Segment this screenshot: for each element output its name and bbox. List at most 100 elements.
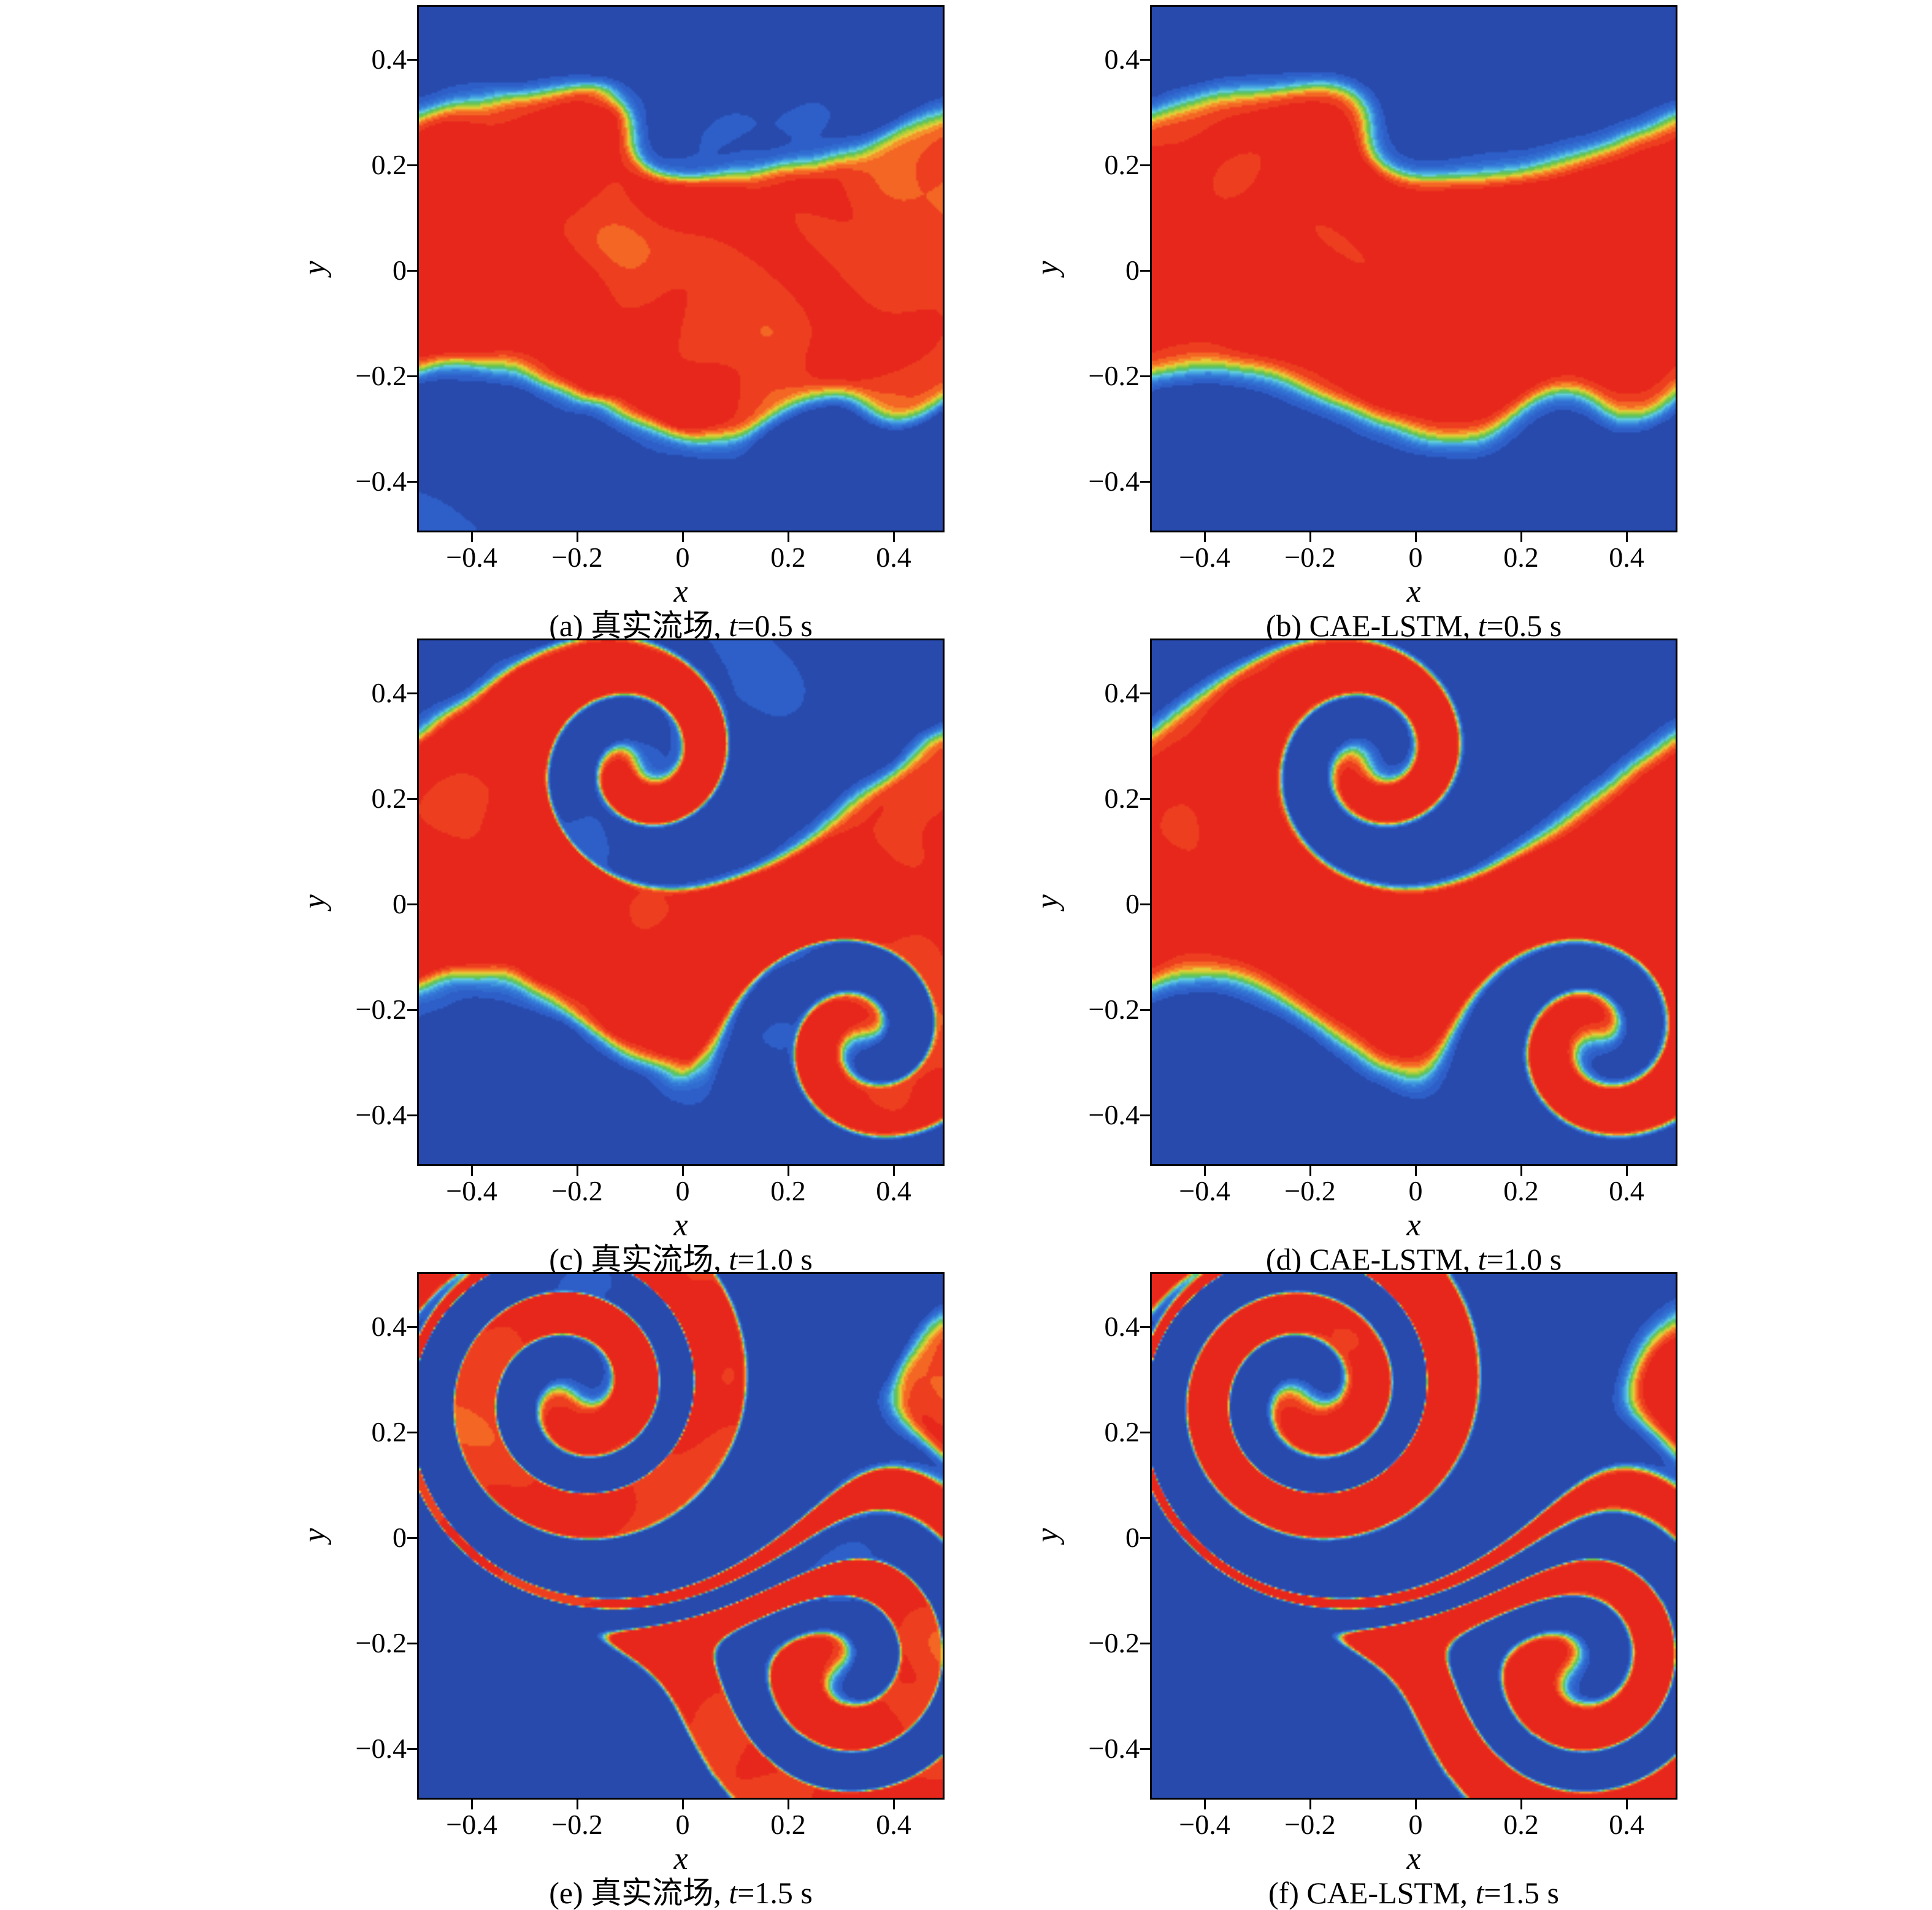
flow-field-panel: y x (e) 真实流场, t=1.5 s −0.4 −0.2 0 0.2 0.4 −0.… bbox=[0, 1267, 966, 1909]
x-tick-mark bbox=[892, 1166, 895, 1176]
x-tick-label: −0.2 bbox=[551, 542, 603, 573]
y-tick-mark bbox=[407, 692, 417, 694]
x-tick-label: −0.4 bbox=[1179, 1809, 1230, 1840]
x-tick-label: −0.2 bbox=[1284, 1175, 1336, 1206]
y-tick-label: 0 bbox=[393, 255, 407, 286]
x-tick-label: 0 bbox=[1408, 1809, 1423, 1840]
x-tick-label: 0.2 bbox=[1503, 1809, 1539, 1840]
x-tick-label: −0.4 bbox=[1179, 1175, 1230, 1206]
y-tick-mark bbox=[1140, 1536, 1150, 1539]
x-tick-mark bbox=[1309, 1166, 1311, 1176]
y-tick-label: 0.2 bbox=[371, 783, 407, 814]
y-tick-mark bbox=[1140, 164, 1150, 166]
caption-suffix: =1.0 s bbox=[737, 1242, 813, 1276]
caption-prefix: (a) 真实流场, bbox=[549, 608, 729, 643]
x-tick-label: 0.4 bbox=[1609, 542, 1644, 573]
y-tick-label: 0 bbox=[1125, 888, 1140, 919]
y-tick-label: −0.2 bbox=[355, 360, 407, 391]
x-tick-label: 0.4 bbox=[876, 1809, 911, 1840]
y-tick-mark bbox=[407, 797, 417, 800]
y-tick-label: 0.4 bbox=[1104, 1311, 1140, 1342]
x-tick-mark bbox=[892, 532, 895, 542]
x-tick-mark bbox=[1414, 1800, 1417, 1809]
x-axis-label: x bbox=[1406, 574, 1421, 609]
caption-prefix: (e) 真实流场, bbox=[549, 1876, 729, 1910]
y-tick-label: 0 bbox=[393, 1522, 407, 1553]
x-tick-label: 0.2 bbox=[1503, 1175, 1539, 1206]
panel-caption: (f) CAE-LSTM, t=1.5 s bbox=[1054, 1876, 1774, 1909]
y-tick-mark bbox=[1140, 480, 1150, 483]
y-tick-label: −0.2 bbox=[1088, 360, 1140, 391]
panel-caption: (c) 真实流场, t=1.0 s bbox=[321, 1243, 1041, 1276]
y-tick-mark bbox=[1140, 692, 1150, 694]
y-tick-mark bbox=[1140, 1431, 1150, 1433]
panel-caption: (b) CAE-LSTM, t=0.5 s bbox=[1054, 609, 1774, 642]
plot-area: y x (c) 真实流场, t=1.0 s −0.4 −0.2 0 0.2 0.4 −0.… bbox=[297, 639, 945, 1276]
x-tick-label: −0.2 bbox=[1284, 542, 1336, 573]
y-tick-label: 0.2 bbox=[1104, 1416, 1140, 1448]
y-tick-mark bbox=[1140, 375, 1150, 377]
caption-prefix: (b) CAE-LSTM, bbox=[1265, 608, 1478, 643]
x-tick-mark bbox=[1203, 1166, 1206, 1176]
y-tick-mark bbox=[1140, 58, 1150, 61]
y-tick-mark bbox=[1140, 269, 1150, 272]
y-tick-label: 0.4 bbox=[1104, 677, 1140, 708]
x-tick-mark bbox=[470, 1166, 473, 1176]
y-tick-mark bbox=[1140, 1325, 1150, 1328]
caption-time-variable: t bbox=[1478, 1242, 1487, 1276]
x-tick-label: 0.4 bbox=[876, 542, 911, 573]
x-tick-mark bbox=[787, 1166, 789, 1176]
caption-time-variable: t bbox=[729, 1242, 738, 1276]
y-tick-mark bbox=[407, 1536, 417, 1539]
contour-plot-canvas bbox=[419, 7, 943, 531]
caption-suffix: =1.5 s bbox=[1484, 1876, 1559, 1910]
y-tick-mark bbox=[1140, 1114, 1150, 1116]
contour-plot-canvas bbox=[419, 1274, 943, 1798]
x-tick-mark bbox=[576, 1166, 578, 1176]
caption-time-variable: t bbox=[1475, 1876, 1484, 1910]
caption-time-variable: t bbox=[729, 608, 738, 643]
x-tick-label: 0 bbox=[675, 1809, 690, 1840]
y-tick-label: 0.4 bbox=[371, 677, 407, 708]
y-tick-mark bbox=[407, 269, 417, 272]
y-tick-mark bbox=[1140, 1642, 1150, 1644]
x-axis-label: x bbox=[673, 1841, 688, 1876]
y-tick-label: −0.2 bbox=[1088, 994, 1140, 1025]
x-tick-label: 0 bbox=[1408, 542, 1423, 573]
x-axis-label: x bbox=[673, 574, 688, 609]
y-tick-mark bbox=[407, 164, 417, 166]
plot-area: y x (a) 真实流场, t=0.5 s −0.4 −0.2 0 0.2 0.4 −0.… bbox=[297, 5, 945, 642]
contour-plot-canvas bbox=[1152, 1274, 1676, 1798]
x-tick-mark bbox=[1625, 532, 1628, 542]
x-tick-label: 0 bbox=[675, 1175, 690, 1206]
x-tick-mark bbox=[1414, 1166, 1417, 1176]
x-axis-label: x bbox=[1406, 1841, 1421, 1876]
plot-area: y x (e) 真实流场, t=1.5 s −0.4 −0.2 0 0.2 0.4 −0.… bbox=[297, 1272, 945, 1909]
flow-field-panel: y x (a) 真实流场, t=0.5 s −0.4 −0.2 0 0.2 0.4 −0.… bbox=[0, 0, 966, 642]
y-tick-label: −0.4 bbox=[1088, 466, 1140, 497]
y-tick-label: 0.4 bbox=[371, 44, 407, 75]
x-tick-label: −0.4 bbox=[446, 1175, 497, 1206]
x-tick-mark bbox=[681, 1800, 684, 1809]
y-tick-mark bbox=[407, 1747, 417, 1750]
caption-suffix: =0.5 s bbox=[1486, 608, 1562, 643]
y-tick-label: −0.2 bbox=[355, 1627, 407, 1659]
y-tick-label: 0 bbox=[1125, 1522, 1140, 1553]
y-tick-mark bbox=[407, 903, 417, 905]
y-tick-mark bbox=[407, 1325, 417, 1328]
caption-time-variable: t bbox=[1478, 608, 1487, 643]
x-tick-label: −0.2 bbox=[551, 1809, 603, 1840]
caption-suffix: =0.5 s bbox=[737, 608, 813, 643]
y-tick-mark bbox=[407, 1008, 417, 1011]
caption-suffix: =1.5 s bbox=[737, 1876, 813, 1910]
x-tick-mark bbox=[1203, 1800, 1206, 1809]
plot-area: y x (f) CAE-LSTM, t=1.5 s −0.4 −0.2 0 0.2 0.… bbox=[1030, 1272, 1677, 1909]
x-tick-label: 0.2 bbox=[770, 1809, 806, 1840]
y-tick-label: −0.4 bbox=[355, 466, 407, 497]
x-tick-mark bbox=[1625, 1800, 1628, 1809]
x-tick-mark bbox=[1203, 532, 1206, 542]
x-axis-label: x bbox=[673, 1208, 688, 1243]
y-tick-label: 0.4 bbox=[1104, 44, 1140, 75]
x-tick-label: 0.2 bbox=[770, 1175, 806, 1206]
y-tick-mark bbox=[407, 1642, 417, 1644]
